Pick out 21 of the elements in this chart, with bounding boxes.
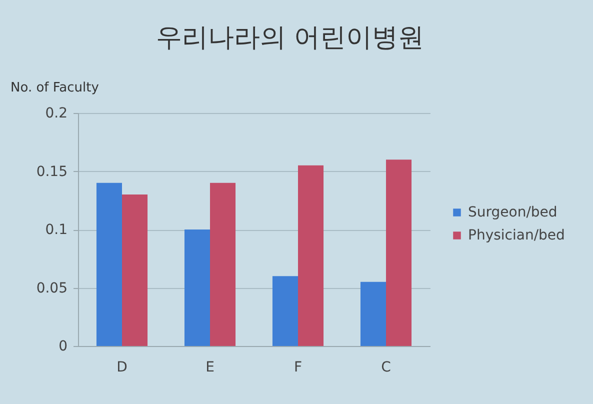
x-tick-label: F: [294, 360, 302, 376]
legend-label: Surgeon/bed: [468, 204, 558, 220]
y-tick-label: 0.2: [45, 106, 68, 122]
chart-title: 우리나라의 어린이병원: [156, 23, 424, 53]
y-axis-title: No. of Faculty: [10, 80, 100, 96]
bar: [122, 194, 148, 346]
y-tick-label: 0: [58, 338, 68, 354]
bar: [298, 165, 324, 346]
legend-label: Physician/bed: [468, 228, 565, 244]
bar: [96, 182, 122, 346]
x-tick-label: E: [206, 360, 214, 376]
x-tick-label: C: [381, 360, 392, 376]
bar: [184, 230, 210, 346]
y-tick-label: 0.05: [36, 280, 68, 296]
bar: [210, 182, 236, 346]
y-tick-label: 0.1: [45, 222, 68, 238]
bar: [360, 282, 386, 346]
bar: [272, 276, 298, 346]
bar: [386, 160, 412, 346]
y-tick-label: 0.15: [36, 164, 68, 180]
x-tick-label: D: [116, 360, 128, 376]
